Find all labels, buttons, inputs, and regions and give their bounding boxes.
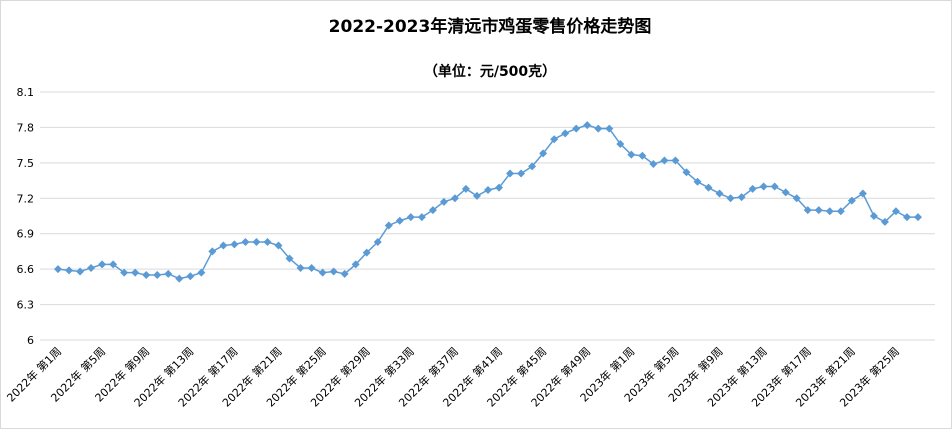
marker	[539, 149, 548, 158]
marker	[439, 197, 448, 206]
marker	[759, 182, 768, 191]
marker	[704, 183, 713, 192]
marker	[506, 169, 515, 178]
marker	[54, 265, 62, 274]
marker	[472, 191, 481, 200]
marker	[351, 260, 360, 269]
marker	[362, 248, 371, 257]
marker	[175, 274, 184, 283]
marker	[461, 184, 470, 193]
y-tick-label: 6	[27, 334, 34, 347]
marker	[109, 260, 118, 269]
marker	[682, 168, 691, 177]
marker	[803, 206, 812, 215]
y-tick-label: 7.2	[17, 192, 35, 205]
marker	[142, 271, 151, 280]
marker	[616, 139, 625, 148]
marker	[748, 184, 757, 193]
marker	[395, 216, 404, 225]
y-tick-label: 7.8	[17, 121, 35, 134]
marker	[660, 156, 669, 165]
marker	[594, 124, 603, 133]
marker	[781, 188, 790, 197]
marker	[76, 267, 85, 276]
chart-subtitle: （单位：元/500克）	[424, 63, 556, 80]
marker	[153, 271, 162, 280]
marker	[583, 121, 592, 130]
marker	[528, 162, 537, 171]
marker	[131, 268, 140, 277]
marker	[197, 268, 206, 277]
marker	[98, 260, 107, 269]
y-tick-label: 8.1	[17, 86, 35, 99]
marker	[219, 241, 228, 250]
chart-title: 2022-2023年清远市鸡蛋零售价格走势图	[329, 16, 652, 37]
marker	[307, 263, 316, 272]
marker	[120, 268, 129, 277]
marker	[450, 194, 459, 203]
y-tick-label: 6.6	[17, 263, 35, 276]
marker	[263, 237, 272, 246]
marker	[770, 182, 779, 191]
marker	[572, 124, 581, 133]
marker	[825, 207, 834, 216]
marker	[164, 269, 173, 278]
marker	[484, 186, 492, 195]
marker	[495, 183, 504, 192]
marker	[638, 151, 647, 160]
marker	[186, 272, 195, 281]
marker	[417, 213, 426, 222]
marker	[693, 177, 702, 186]
marker	[208, 247, 217, 256]
y-tick-label: 6.3	[17, 299, 35, 312]
marker	[891, 207, 900, 216]
marker	[285, 254, 294, 263]
marker	[914, 213, 922, 222]
marker	[428, 206, 437, 215]
marker	[65, 266, 74, 275]
marker	[329, 267, 338, 276]
marker	[296, 263, 305, 272]
marker	[858, 189, 867, 198]
marker	[230, 240, 239, 249]
marker	[847, 196, 856, 205]
marker	[869, 212, 878, 220]
marker	[373, 237, 382, 246]
marker	[340, 269, 349, 278]
y-tick-label: 6.9	[17, 228, 35, 241]
marker	[517, 169, 526, 178]
marker	[649, 160, 658, 169]
marker	[241, 237, 250, 246]
marker	[550, 135, 559, 144]
marker	[87, 263, 96, 272]
marker	[561, 129, 570, 138]
marker	[715, 189, 724, 198]
marker	[737, 193, 746, 202]
marker	[274, 241, 283, 250]
marker	[880, 217, 889, 226]
y-tick-label: 7.5	[17, 157, 35, 170]
marker	[252, 237, 261, 246]
marker	[814, 206, 823, 215]
marker	[318, 268, 327, 277]
marker	[671, 156, 680, 165]
marker	[384, 221, 393, 230]
marker	[902, 213, 911, 222]
marker	[605, 124, 614, 133]
marker	[726, 194, 735, 203]
marker	[627, 150, 636, 159]
marker	[792, 194, 801, 203]
marker	[836, 207, 845, 216]
marker	[406, 213, 415, 222]
